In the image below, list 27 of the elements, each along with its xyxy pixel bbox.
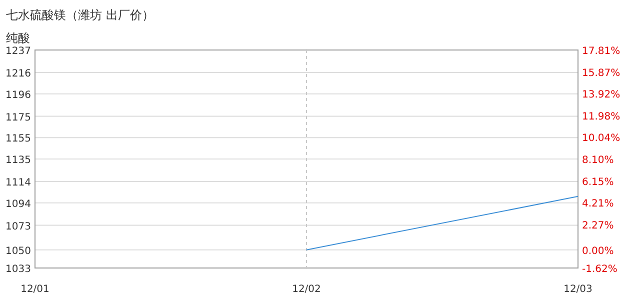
y2-tick-label: 2.27% bbox=[582, 220, 614, 232]
y2-tick-label: 10.04% bbox=[582, 133, 620, 144]
y2-tick-label: 4.21% bbox=[582, 198, 614, 210]
y-tick-label: 1073 bbox=[6, 221, 31, 232]
y-tick-label: 1050 bbox=[6, 246, 31, 257]
x-tick-label: 12/01 bbox=[20, 284, 50, 295]
y2-tick-label: 17.81% bbox=[582, 46, 620, 57]
chart-subtitle: 纯酸 bbox=[6, 31, 30, 45]
y2-tick-label: 6.15% bbox=[582, 176, 614, 188]
y2-tick-label: 11.98% bbox=[582, 111, 620, 122]
y-tick-label: 1196 bbox=[6, 90, 31, 101]
y2-tick-label: 8.10% bbox=[582, 154, 614, 166]
y2-tick-label: -1.62% bbox=[582, 264, 618, 275]
y2-tick-label: 13.92% bbox=[582, 90, 620, 101]
y-tick-label: 1033 bbox=[6, 264, 31, 275]
y2-tick-label: 0.00% bbox=[582, 246, 614, 257]
y-tick-label: 1155 bbox=[6, 134, 31, 145]
y-tick-label: 1237 bbox=[6, 46, 31, 57]
x-tick-label: 12/02 bbox=[292, 284, 321, 295]
x-tick-label: 12/03 bbox=[564, 284, 592, 295]
y-tick-label: 1094 bbox=[6, 198, 31, 210]
chart-title: 七水硫酸镁（潍坊 出厂价） bbox=[6, 8, 154, 22]
y-tick-label: 1175 bbox=[6, 112, 31, 124]
y-tick-label: 1114 bbox=[6, 177, 31, 188]
y-tick-label: 1135 bbox=[6, 155, 31, 166]
y2-tick-label: 15.87% bbox=[582, 68, 620, 79]
y-tick-label: 1216 bbox=[6, 68, 31, 80]
